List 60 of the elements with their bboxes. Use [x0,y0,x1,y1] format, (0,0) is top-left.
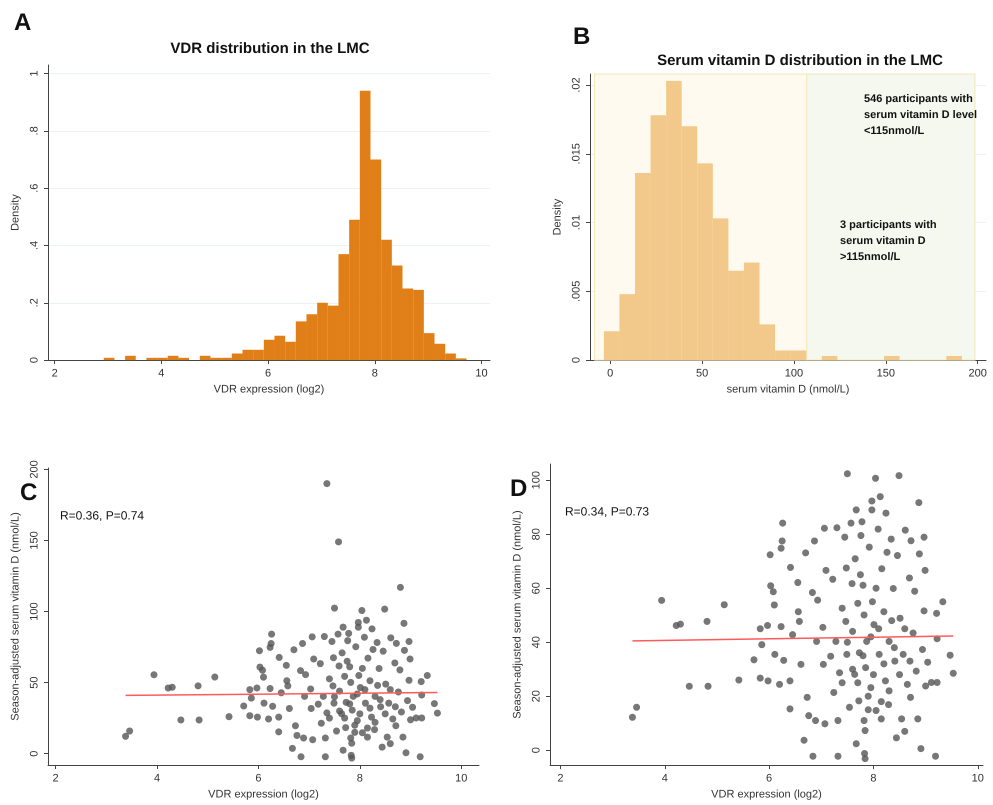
y-tick-label: 50 [28,676,40,689]
x-tick-label: 4 [158,368,164,380]
y-tick-label: 100 [530,471,542,490]
y-tick-label: 200 [28,460,40,479]
x-tick-label: 6 [255,772,262,784]
x-tick-label: 8 [870,772,877,785]
y-axis-title: Density [552,198,564,236]
y-tick-label: 100 [28,602,40,621]
y-tick-label: .2 [28,298,40,308]
y-tick-label: 0 [28,750,40,757]
text: B [573,23,590,50]
chart-title: Serum vitamin D distribution in the LMC [657,52,944,69]
x-tick-label: 2 [557,772,564,785]
x-tick-label: 6 [766,772,772,785]
y-tick-label: .01 [570,214,582,230]
x-tick-label: 2 [52,772,59,784]
annotation: R=0.34, P=0.73 [565,504,650,518]
y-tick-label: 20 [530,690,542,702]
x-tick-label: 0 [607,368,614,380]
y-tick-label: 40 [530,636,542,648]
x-axis-title: VDR expression (log2) [711,788,822,800]
y-axis-title: Season-adjusted serum vitamin D (nmol/L) [10,512,22,721]
x-axis-title: VDR expression (log2) [214,384,324,396]
x-tick-label: 50 [696,368,708,380]
x-axis-title: VDR expression (log2) [208,788,319,800]
y-tick-label: 0 [530,747,542,754]
y-tick-label: .015 [570,143,582,164]
annotation: R=0.36, P=0.74 [60,508,144,522]
text: D [510,475,528,502]
y-tick-label: 1 [28,70,40,77]
y-tick-label: .4 [28,240,40,250]
x-tick-label: 10 [475,368,488,380]
x-tick-label: 2 [52,368,58,380]
y-tick-label: .8 [28,126,40,136]
y-axis-title: Season-adjusted serum vitamin D (nmol/L) [512,510,524,719]
y-tick-label: 150 [28,531,40,550]
x-tick-label: 4 [154,772,160,784]
x-tick-label: 200 [968,368,987,380]
annotation: 546 participants with serum vitamin D level <115nmol/L [864,93,980,137]
y-tick-label: .02 [570,77,582,93]
chart-title: VDR distribution in the LMC [170,40,370,57]
x-tick-label: 10 [455,772,468,784]
text: A [14,9,32,36]
x-tick-label: 100 [784,368,804,380]
x-tick-label: 4 [662,772,668,785]
x-tick-label: 10 [972,772,984,785]
y-tick-label: .005 [570,280,582,302]
y-tick-label: 0 [570,357,582,364]
y-axis-title: Density [10,194,22,231]
annotation: 3 participants with serum vitamin D >115nmol/L [840,219,940,263]
x-tick-label: 6 [265,368,272,380]
x-tick-label: 8 [356,772,363,784]
y-tick-label: 60 [530,582,542,594]
x-axis-title: serum vitamin D (nmol/L) [726,384,850,396]
y-tick-label: 0 [28,357,40,364]
y-tick-label: 80 [530,528,542,540]
y-tick-label: .6 [28,184,40,193]
x-tick-label: 8 [372,368,378,380]
x-tick-label: 150 [876,368,896,380]
text: C [20,479,38,506]
